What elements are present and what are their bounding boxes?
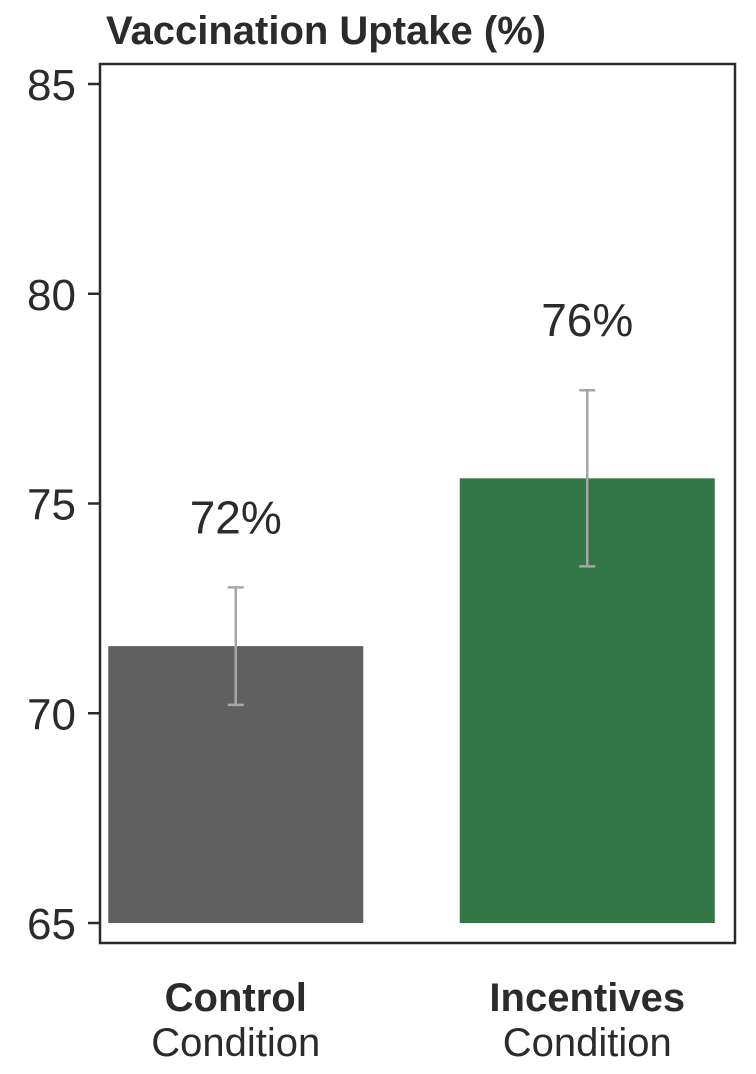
x-category-label-incentives: Incentives xyxy=(489,976,685,1020)
data-label-control: 72% xyxy=(190,491,282,543)
y-tick-label-65: 65 xyxy=(27,900,76,949)
y-tick-label-75: 75 xyxy=(27,481,76,530)
y-tick-label-85: 85 xyxy=(27,61,76,110)
x-category-sublabel-incentives: Condition xyxy=(503,1021,672,1065)
x-category-sublabel-control: Condition xyxy=(151,1021,320,1065)
data-label-incentives: 76% xyxy=(541,294,633,346)
y-tick-label-80: 80 xyxy=(27,271,76,320)
y-axis: 65 70 75 80 85 xyxy=(27,61,100,949)
chart-title: Vaccination Uptake (%) xyxy=(106,9,546,53)
bars: 72% 76% xyxy=(108,294,715,923)
x-category-label-control: Control xyxy=(165,976,307,1020)
y-tick-label-70: 70 xyxy=(27,690,76,739)
